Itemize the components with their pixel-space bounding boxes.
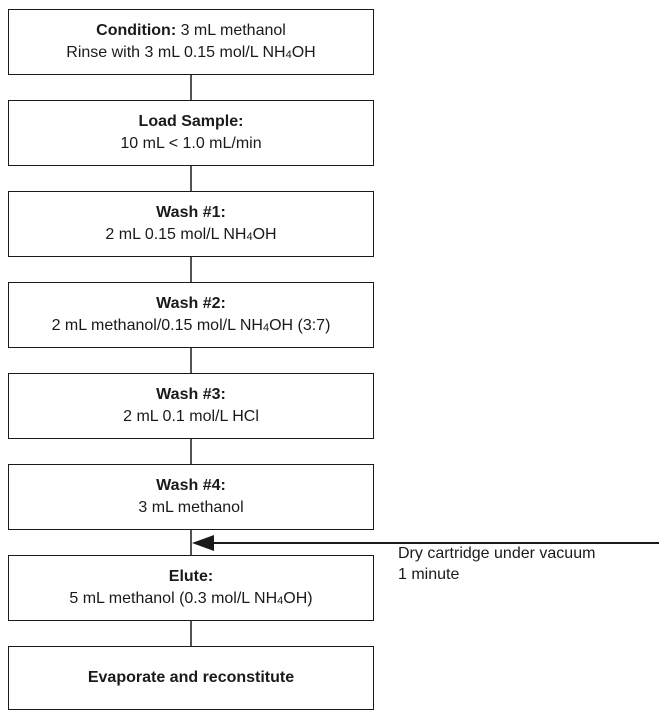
step-text: OH (3:7) xyxy=(269,317,331,334)
step-text: 2 mL 0.15 mol/L NH xyxy=(105,226,247,243)
step-label: Wash #2: xyxy=(156,295,226,312)
step-text: 3 mL methanol xyxy=(176,22,286,39)
subscript: 4 xyxy=(262,322,270,334)
step-label: Wash #4: xyxy=(156,477,226,494)
step-text: 2 mL methanol/0.15 mol/L NH xyxy=(51,317,263,334)
step-text: 10 mL < 1.0 mL/min xyxy=(120,135,262,152)
step-load-sample: Load Sample: 10 mL < 1.0 mL/min xyxy=(8,100,374,166)
step-label: Condition: xyxy=(96,22,177,39)
step-evaporate: Evaporate and reconstitute xyxy=(8,646,374,710)
step-label: Elute: xyxy=(168,568,214,585)
step-condition: Condition: 3 mL methanol Rinse with 3 mL… xyxy=(8,9,374,75)
subscript: 4 xyxy=(246,231,253,243)
step-text: OH) xyxy=(283,590,313,607)
step-text: 5 mL methanol (0.3 mol/L NH xyxy=(69,590,278,607)
step-wash-3: Wash #3: 2 mL 0.1 mol/L HCl xyxy=(8,373,374,439)
dry-cartridge-note: Dry cartridge under vacuum 1 minute xyxy=(398,543,595,585)
step-text: 3 mL methanol xyxy=(138,499,244,516)
step-text: 2 mL 0.1 mol/L HCl xyxy=(123,408,259,425)
note-line-2: 1 minute xyxy=(398,566,460,583)
step-label: Wash #1: xyxy=(156,204,226,221)
vacuum-arrowhead xyxy=(192,535,214,551)
step-text: OH xyxy=(252,226,277,243)
step-text: OH xyxy=(291,44,316,61)
subscript: 4 xyxy=(285,49,292,61)
note-line-1: Dry cartridge under vacuum xyxy=(398,545,596,562)
step-label: Wash #3: xyxy=(156,386,226,403)
step-elute: Elute: 5 mL methanol (0.3 mol/L NH4OH) xyxy=(8,555,374,621)
step-text: Rinse with 3 mL 0.15 mol/L NH xyxy=(66,44,286,61)
step-label: Load Sample: xyxy=(138,113,244,130)
step-wash-4: Wash #4: 3 mL methanol xyxy=(8,464,374,530)
step-wash-2: Wash #2: 2 mL methanol/0.15 mol/L NH4OH … xyxy=(8,282,374,348)
step-wash-1: Wash #1: 2 mL 0.15 mol/L NH4OH xyxy=(8,191,374,257)
step-label: Evaporate and reconstitute xyxy=(87,669,295,686)
subscript: 4 xyxy=(277,595,284,607)
